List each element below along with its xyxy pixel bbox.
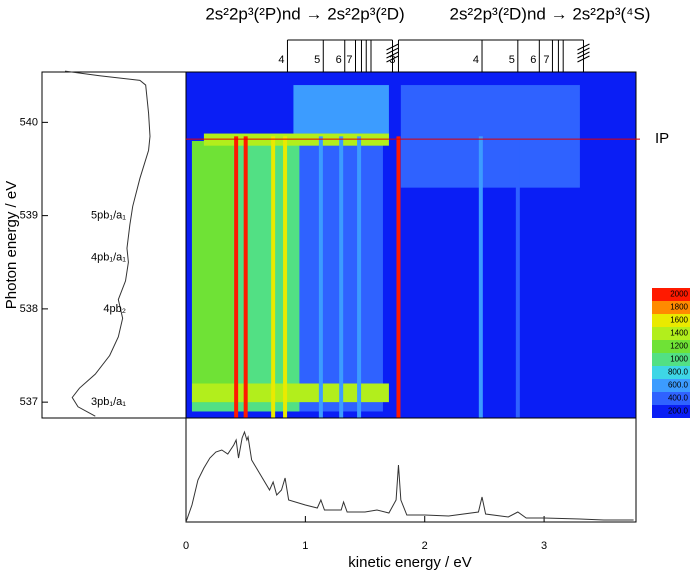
state-label: 5pb₁/a₁ bbox=[91, 210, 126, 222]
colorbar-label: 1600 bbox=[670, 316, 688, 325]
ip-label: IP bbox=[655, 130, 669, 147]
state-label: 3pb₁/a₁ bbox=[91, 396, 126, 408]
limit-hatch bbox=[577, 55, 590, 63]
limit-hatch bbox=[577, 51, 590, 59]
rydberg-label: 3 bbox=[389, 54, 395, 66]
x-axis-label: kinetic energy / eV bbox=[348, 554, 471, 571]
heat-region bbox=[400, 85, 580, 188]
x-tick-label: 1 bbox=[302, 540, 308, 552]
y-axis-label: Photon energy / eV bbox=[3, 181, 20, 309]
heat-stripe bbox=[271, 136, 276, 418]
colorbar-swatch bbox=[652, 301, 690, 314]
colorbar-label: 1000 bbox=[670, 355, 688, 364]
heat-region bbox=[191, 141, 234, 403]
series-header: 2s²2p³(²D)nd → 2s²2p³(⁴S) bbox=[450, 4, 651, 23]
colorbar-swatch bbox=[652, 366, 690, 379]
y-tick-label: 537 bbox=[20, 396, 38, 408]
colorbar-label: 400.0 bbox=[668, 394, 689, 403]
heat-stripe bbox=[515, 136, 520, 418]
colorbar-label: 600.0 bbox=[668, 381, 689, 390]
bottom-frame bbox=[185, 417, 637, 523]
limit-hatch bbox=[386, 43, 399, 51]
colorbar-swatch bbox=[652, 288, 690, 301]
limit-hatch bbox=[577, 47, 590, 55]
rydberg-label: 5 bbox=[314, 54, 320, 66]
rydberg-label: 6 bbox=[530, 54, 536, 66]
limit-hatch bbox=[386, 51, 399, 59]
rydberg-label: 5 bbox=[509, 54, 515, 66]
y-tick-label: 538 bbox=[20, 303, 38, 315]
heat-stripe bbox=[234, 136, 239, 418]
heat-stripe bbox=[243, 136, 248, 418]
heat-stripe bbox=[478, 136, 483, 418]
heat-stripe bbox=[283, 136, 288, 418]
colorbar-swatch bbox=[652, 327, 690, 340]
colorbar-label: 200.0 bbox=[668, 407, 689, 416]
colorbar-label: 1200 bbox=[670, 342, 688, 351]
heat-stripe bbox=[357, 136, 362, 418]
colorbar-label: 800.0 bbox=[668, 368, 689, 377]
colorbar-swatch bbox=[652, 353, 690, 366]
y-tick-label: 540 bbox=[20, 116, 38, 128]
colorbar-label: 1800 bbox=[670, 303, 688, 312]
rydberg-label: 7 bbox=[543, 54, 549, 66]
colorbar-swatch bbox=[652, 392, 690, 405]
limit-hatch bbox=[386, 47, 399, 55]
colorbar-label: 2000 bbox=[670, 290, 688, 299]
heatmap bbox=[186, 72, 636, 418]
heat-stripe bbox=[396, 136, 401, 418]
heat-region bbox=[293, 85, 389, 142]
rydberg-label: 4 bbox=[473, 54, 479, 66]
x-tick-label: 2 bbox=[422, 540, 428, 552]
limit-hatch bbox=[577, 43, 590, 51]
colorbar-swatch bbox=[652, 405, 690, 418]
state-label: 4pb₂ bbox=[103, 303, 126, 315]
heat-stripe bbox=[339, 136, 344, 418]
limit-hatch bbox=[386, 55, 399, 63]
colorbar-swatch bbox=[652, 379, 690, 392]
colorbar-swatch bbox=[652, 314, 690, 327]
rydberg-label: 7 bbox=[346, 54, 352, 66]
spectrum-curve bbox=[185, 430, 634, 523]
left-frame bbox=[41, 71, 187, 419]
rydberg-label: 6 bbox=[336, 54, 342, 66]
rydberg-label: 4 bbox=[278, 54, 284, 66]
colorbar-swatch bbox=[652, 340, 690, 353]
series-header: 2s²2p³(²P)nd → 2s²2p³(²D) bbox=[205, 4, 404, 23]
x-tick-label: 0 bbox=[183, 540, 189, 552]
colorbar-label: 1400 bbox=[670, 329, 688, 338]
y-tick-label: 539 bbox=[20, 210, 38, 222]
ion-yield-curve bbox=[64, 70, 151, 417]
state-label: 4pb₁/a₁ bbox=[91, 251, 126, 263]
heat-stripe bbox=[318, 136, 323, 418]
x-tick-label: 3 bbox=[541, 540, 547, 552]
